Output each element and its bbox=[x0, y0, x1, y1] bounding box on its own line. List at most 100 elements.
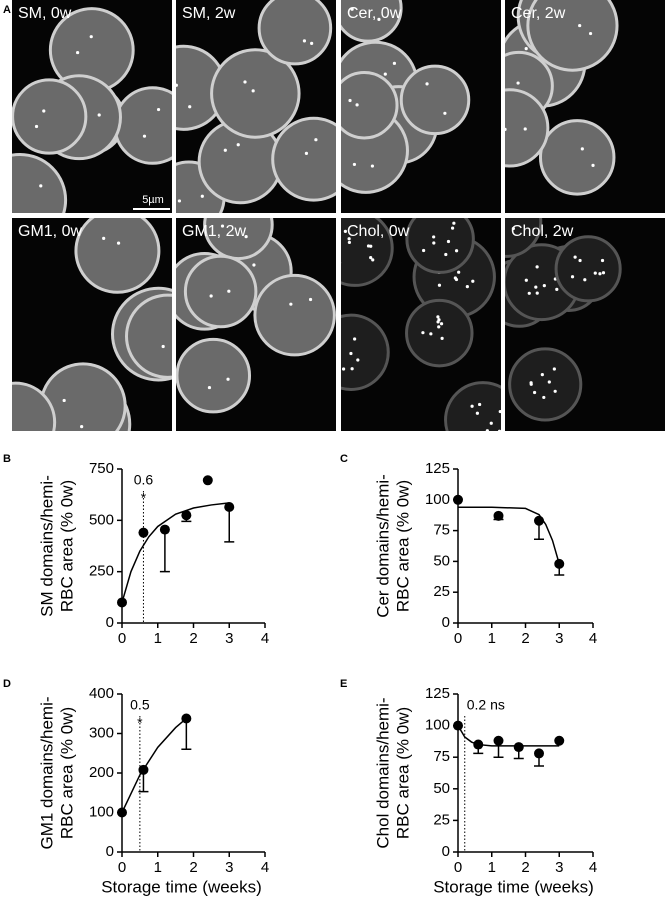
domain bbox=[497, 429, 501, 431]
cell bbox=[554, 235, 622, 303]
y-tick-label: 250 bbox=[89, 563, 114, 580]
domain bbox=[591, 163, 595, 167]
fit-curve bbox=[458, 506, 560, 565]
x-tick-label: 1 bbox=[154, 630, 162, 647]
domain bbox=[535, 291, 539, 295]
cell bbox=[12, 78, 88, 155]
domain bbox=[532, 390, 537, 395]
y-tick-label: 100 bbox=[425, 491, 450, 508]
x-tick-label: 2 bbox=[189, 859, 197, 876]
domain bbox=[341, 262, 342, 264]
domain bbox=[116, 241, 121, 245]
cell bbox=[12, 381, 57, 431]
error-bar bbox=[224, 506, 235, 543]
cell bbox=[341, 313, 390, 391]
domain bbox=[350, 7, 354, 11]
domain bbox=[454, 249, 459, 253]
domain bbox=[370, 164, 375, 168]
annotation-label: 0.5 bbox=[130, 697, 150, 713]
domain bbox=[470, 404, 474, 408]
domain bbox=[350, 367, 354, 371]
domain bbox=[156, 107, 161, 112]
y-tick-label: 75 bbox=[433, 748, 450, 765]
y-tick-label: 0 bbox=[106, 614, 114, 631]
domain bbox=[76, 50, 80, 55]
domain bbox=[93, 435, 96, 438]
cells bbox=[341, 0, 471, 194]
cell bbox=[405, 298, 474, 368]
domain bbox=[469, 434, 472, 437]
domain bbox=[244, 235, 248, 239]
domain bbox=[226, 377, 230, 381]
x-tick-label: 0 bbox=[118, 859, 126, 876]
domain bbox=[1, 196, 4, 199]
domain bbox=[437, 283, 442, 287]
micrograph: SM, 2w bbox=[176, 0, 336, 213]
domain bbox=[347, 240, 352, 245]
domain bbox=[243, 80, 247, 84]
domain bbox=[220, 224, 225, 228]
scale-bar-label: 5µm bbox=[142, 194, 164, 206]
domain bbox=[422, 248, 426, 253]
y-axis-label: GM1 domains/hemi- bbox=[37, 696, 56, 849]
annotation-star: * bbox=[141, 490, 147, 506]
domain bbox=[498, 409, 501, 414]
micrograph: Cer, 0w bbox=[341, 0, 501, 213]
cells bbox=[505, 0, 619, 196]
x-tick-label: 3 bbox=[225, 859, 233, 876]
cells bbox=[341, 218, 501, 437]
domain bbox=[588, 31, 593, 36]
domain bbox=[42, 109, 46, 113]
domain bbox=[371, 258, 375, 262]
domain bbox=[524, 47, 528, 51]
domain bbox=[308, 297, 313, 302]
y-tick-label: 300 bbox=[89, 724, 114, 741]
domain bbox=[453, 276, 457, 280]
micrograph-label: Cer, 0w bbox=[347, 5, 402, 22]
domain bbox=[200, 194, 204, 198]
micrograph-label: Chol, 2w bbox=[511, 223, 574, 240]
cells bbox=[505, 218, 622, 422]
cell bbox=[399, 64, 471, 136]
x-tick-label: 1 bbox=[488, 630, 496, 647]
domain bbox=[177, 199, 182, 203]
domain bbox=[580, 147, 584, 151]
data-point bbox=[493, 735, 504, 746]
micrograph-label: GM1, 0w bbox=[18, 223, 82, 240]
cell bbox=[526, 0, 619, 72]
fit-curve bbox=[121, 717, 187, 813]
cell bbox=[203, 218, 274, 261]
data-point bbox=[554, 558, 565, 569]
domain bbox=[436, 315, 440, 319]
x-axis-label: Storage time (weeks) bbox=[101, 877, 262, 896]
domain bbox=[34, 124, 39, 129]
domain bbox=[432, 235, 436, 239]
x-tick-label: 2 bbox=[521, 859, 529, 876]
domain bbox=[457, 270, 461, 274]
cell bbox=[176, 337, 252, 414]
domain bbox=[425, 82, 429, 86]
cells bbox=[1, 7, 172, 213]
domain bbox=[542, 395, 546, 400]
domain bbox=[542, 283, 546, 288]
domain bbox=[440, 336, 444, 340]
domain bbox=[341, 367, 346, 371]
cell bbox=[210, 48, 301, 139]
cell bbox=[253, 273, 336, 357]
domain bbox=[209, 294, 213, 298]
panel-label: B bbox=[3, 453, 11, 465]
y-axis-label: RBC area (% 0w) bbox=[393, 707, 412, 839]
x-axis-label: Storage time (weeks) bbox=[433, 877, 594, 896]
y-axis-label: SM domains/hemi- bbox=[37, 475, 56, 617]
domain bbox=[439, 322, 444, 326]
domain bbox=[601, 271, 606, 275]
error-bar bbox=[159, 529, 170, 573]
data-point bbox=[138, 527, 149, 538]
data-point bbox=[181, 510, 192, 521]
domain bbox=[207, 385, 212, 390]
domain bbox=[553, 389, 557, 393]
domain bbox=[1, 427, 4, 430]
domain bbox=[356, 358, 360, 362]
data-point bbox=[202, 475, 213, 486]
